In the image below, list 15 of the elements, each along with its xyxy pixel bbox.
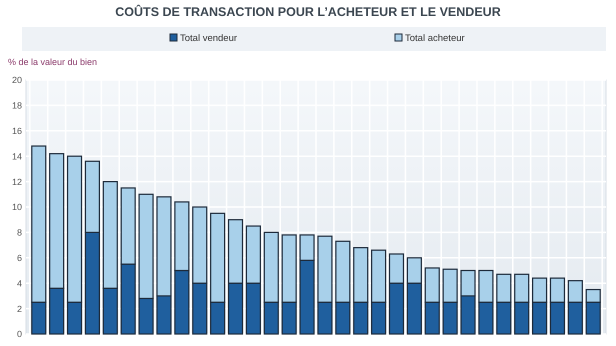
- y-tick-label: 6: [16, 252, 22, 263]
- y-tick-label: 10: [12, 202, 22, 212]
- y-tick-label: 0: [16, 329, 22, 340]
- legend-label: Total acheteur: [405, 33, 465, 44]
- y-tick-label: 8: [16, 228, 22, 238]
- y-tick-label: 12: [12, 176, 22, 187]
- y-tick-label: 14: [12, 151, 22, 162]
- chart-title: COÛTS DE TRANSACTION POUR L’ACHETEUR ET LE VENDEUR: [115, 4, 501, 19]
- legend-label: Total vendeur: [180, 33, 238, 44]
- y-tick-label: 16: [12, 126, 22, 136]
- y-tick-label: 18: [12, 100, 22, 111]
- y-tick-label: 20: [12, 75, 22, 86]
- y-tick-label: 4: [16, 278, 22, 288]
- y-axis-title: % de la valeur du bien: [8, 57, 98, 67]
- y-tick-label: 2: [16, 304, 22, 314]
